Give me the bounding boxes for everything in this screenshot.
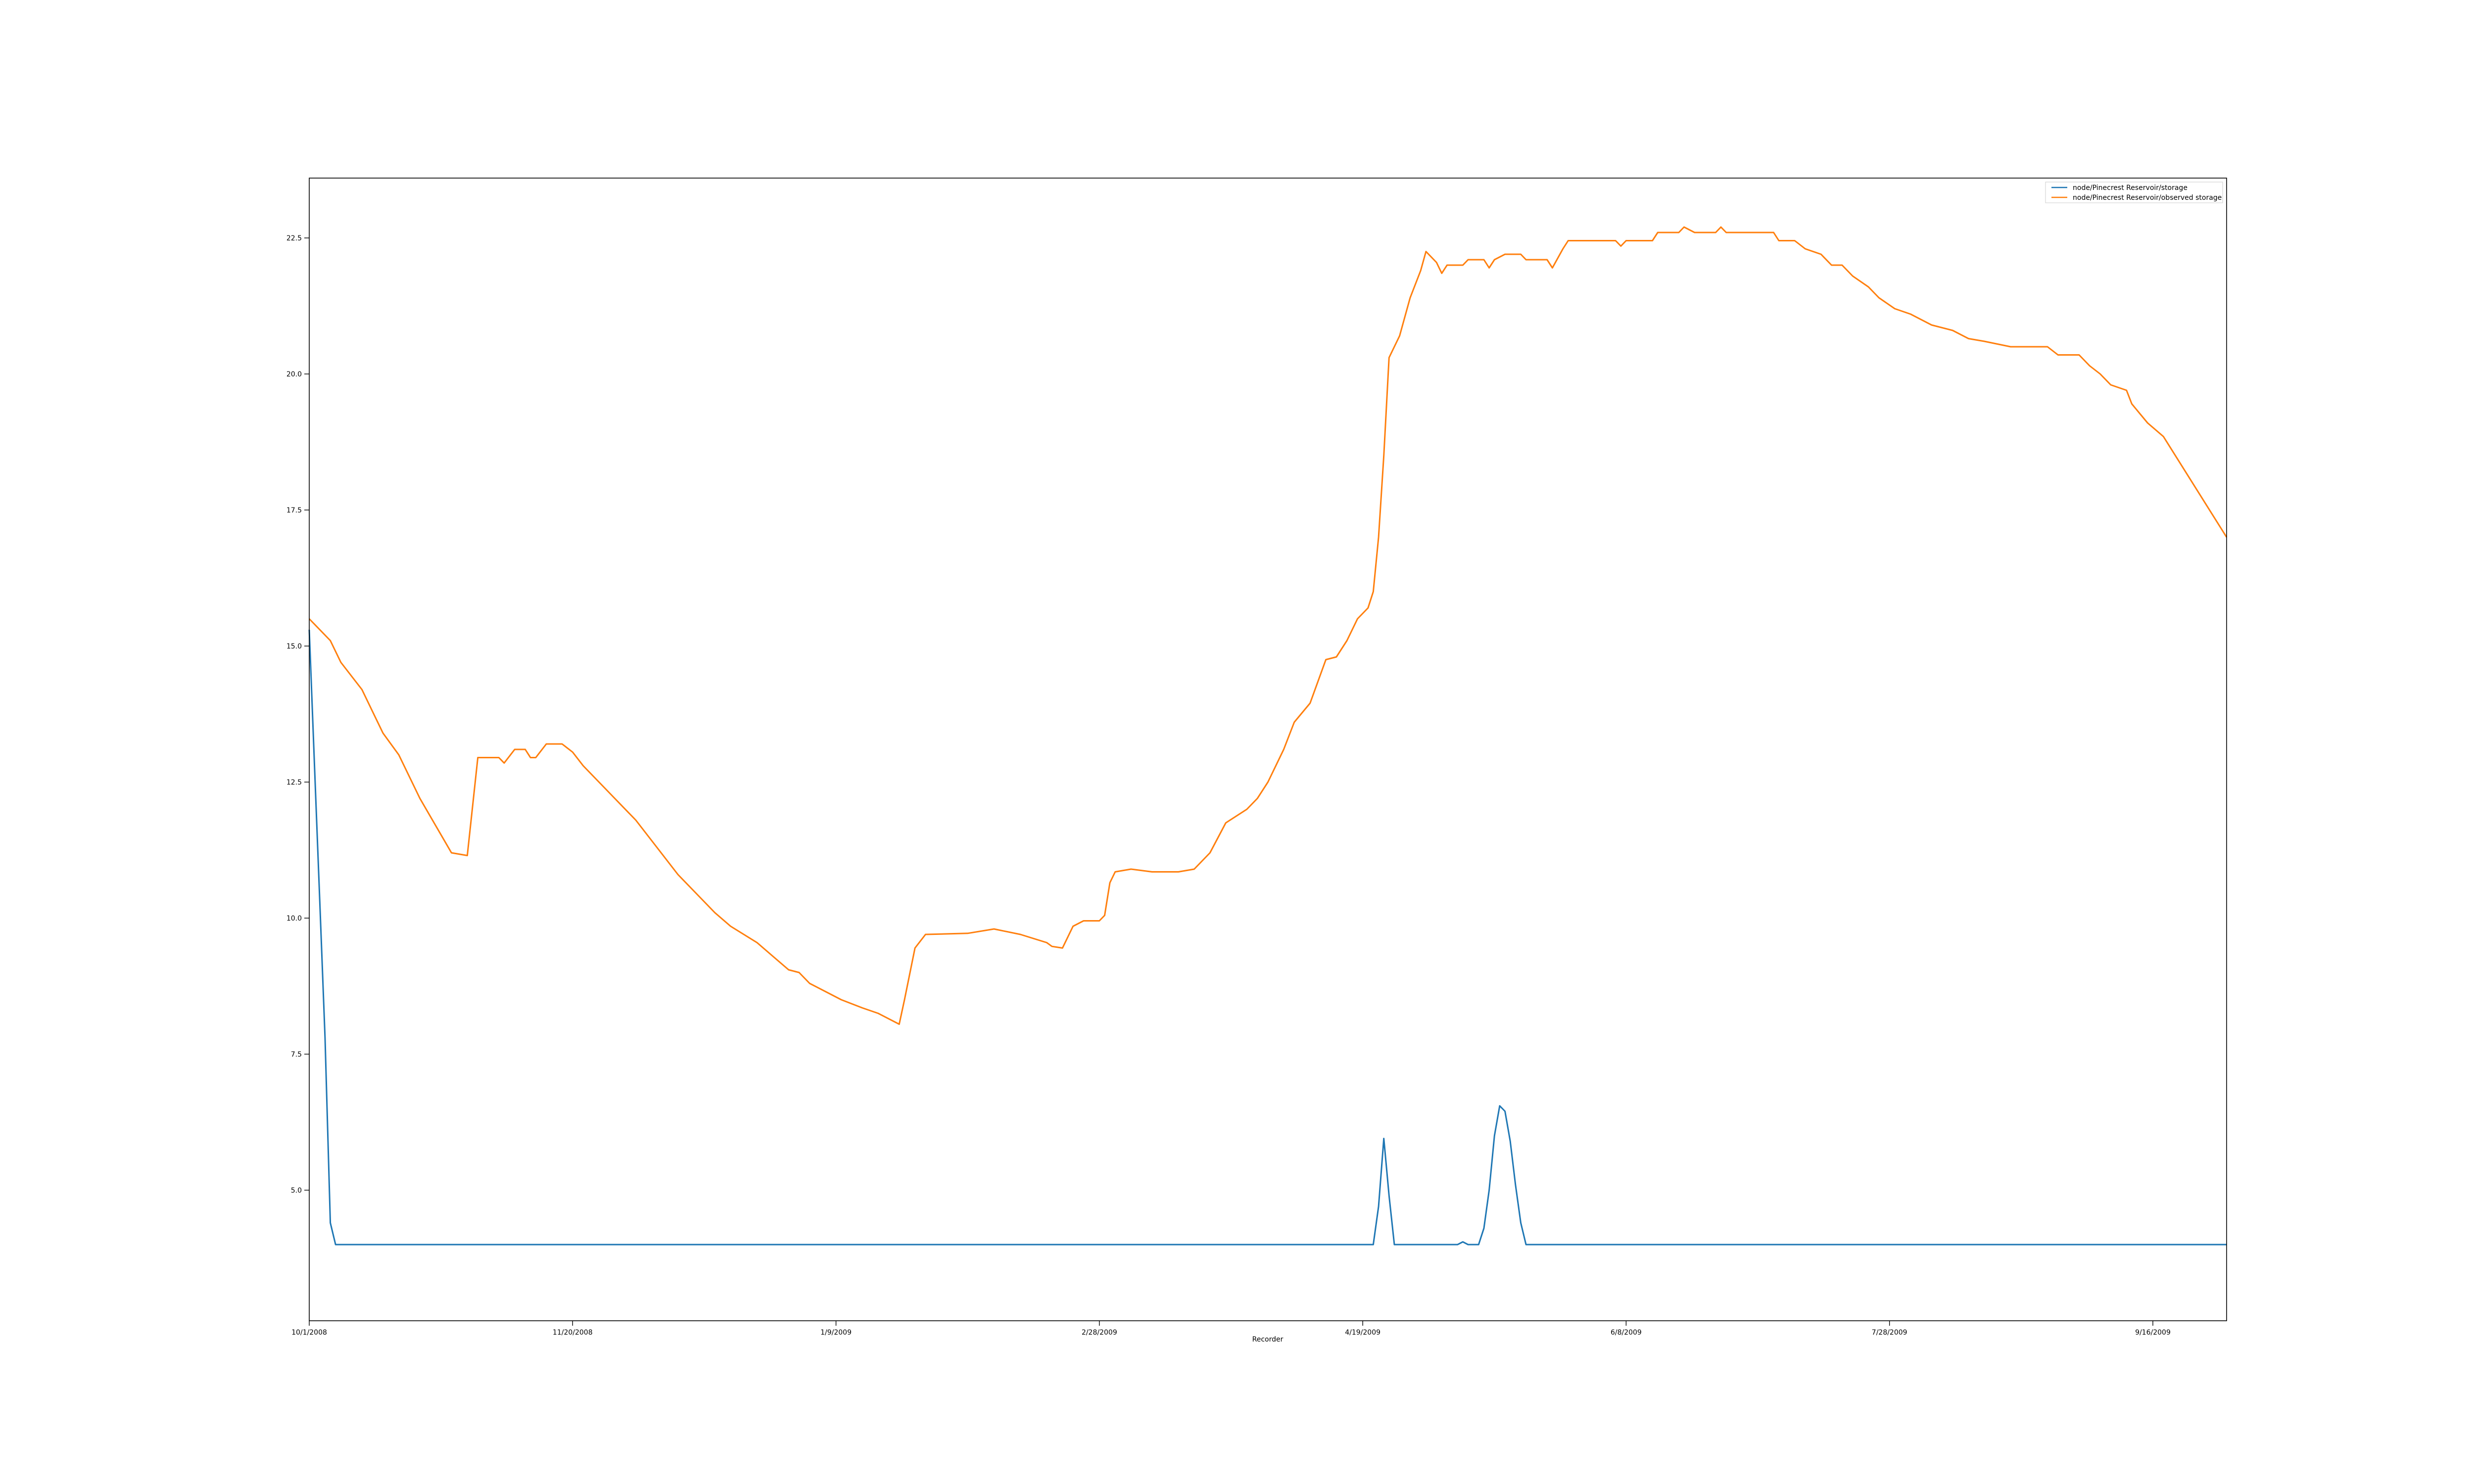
x-tick-label: 6/8/2009 (1611, 1329, 1642, 1337)
x-tick-label: 4/19/2009 (1345, 1329, 1380, 1337)
y-tick-label: 10.0 (286, 915, 302, 923)
y-tick-label: 22.5 (286, 234, 302, 242)
series-line-observed-storage (308, 226, 2228, 1025)
legend-label-observed-storage: node/Pinecrest Reservoir/observed storag… (2073, 194, 2222, 202)
legend: node/Pinecrest Reservoir/storage node/Pi… (2045, 182, 2223, 203)
x-tick-label: 10/1/2008 (291, 1329, 327, 1337)
x-tick-label: 2/28/2009 (1082, 1329, 1117, 1337)
legend-box (2045, 182, 2223, 203)
y-tick-label: 5.0 (291, 1187, 302, 1195)
y-tick-label: 20.0 (286, 371, 302, 378)
x-tick-label: 7/28/2009 (1872, 1329, 1907, 1337)
y-tick-label: 7.5 (291, 1051, 302, 1059)
x-axis: 10/1/2008 11/20/2008 1/9/2009 2/28/2009 4/19… (291, 1321, 2171, 1337)
y-axis: 5.0 7.5 10.0 12.5 15.0 17.5 20.0 22.5 (286, 234, 309, 1195)
plot-frame (309, 178, 2227, 1321)
y-tick-label: 12.5 (286, 779, 302, 787)
legend-label-storage: node/Pinecrest Reservoir/storage (2073, 184, 2188, 192)
x-tick-label: 1/9/2009 (820, 1329, 852, 1337)
x-tick-label: 9/16/2009 (2135, 1329, 2171, 1337)
x-tick-label: 11/20/2008 (553, 1329, 593, 1337)
series-layer (308, 226, 2228, 1246)
series-line-storage (308, 629, 2227, 1246)
y-tick-label: 17.5 (286, 507, 302, 514)
x-axis-label: Recorder (1252, 1336, 1284, 1344)
y-tick-label: 15.0 (286, 643, 302, 650)
